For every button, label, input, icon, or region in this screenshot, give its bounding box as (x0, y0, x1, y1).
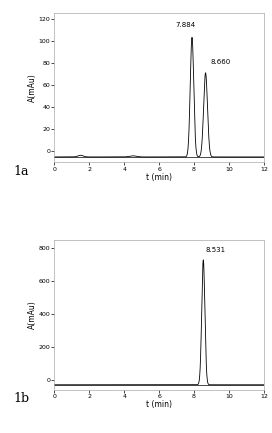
Text: 7.884: 7.884 (175, 23, 195, 29)
Y-axis label: A(mAu): A(mAu) (28, 73, 37, 102)
X-axis label: t (min): t (min) (146, 400, 172, 409)
Text: 1a: 1a (14, 165, 29, 178)
Text: 8.531: 8.531 (205, 247, 225, 253)
Text: 8.660: 8.660 (211, 59, 231, 65)
X-axis label: t (min): t (min) (146, 173, 172, 182)
Y-axis label: A(mAu): A(mAu) (28, 301, 37, 330)
Text: 1b: 1b (14, 392, 30, 405)
